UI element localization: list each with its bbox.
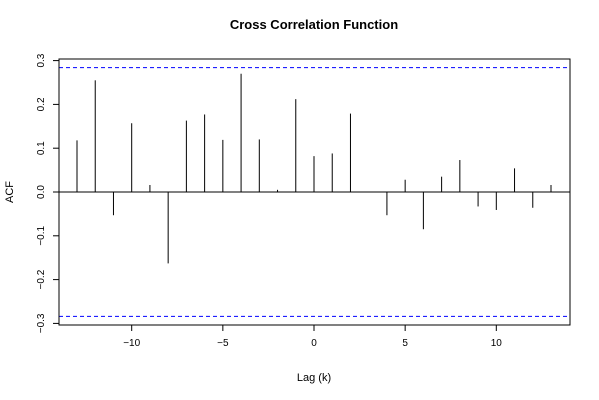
y-tick-label: −0.2 bbox=[36, 269, 47, 289]
x-axis: −10 −5 0 5 10 bbox=[123, 324, 503, 349]
y-tick-label: 0.0 bbox=[36, 185, 47, 199]
plot-marks bbox=[59, 67, 570, 317]
chart-title: Cross Correlation Function bbox=[230, 17, 398, 32]
y-tick-label: 0.1 bbox=[36, 141, 47, 155]
x-tick-label: −5 bbox=[217, 338, 229, 349]
y-tick-label: 0.2 bbox=[36, 97, 47, 111]
x-tick-label: 5 bbox=[402, 338, 408, 349]
x-tick-label: 10 bbox=[491, 338, 503, 349]
y-tick-label: −0.1 bbox=[36, 225, 47, 245]
y-axis-label: ACF bbox=[4, 181, 16, 203]
x-axis-label: Lag (k) bbox=[297, 372, 331, 384]
y-axis: −0.3 −0.2 −0.1 0.0 0.1 0.2 0.3 bbox=[36, 53, 60, 333]
y-tick-label: 0.3 bbox=[36, 53, 47, 67]
x-tick-label: −10 bbox=[123, 338, 140, 349]
x-tick-label: 0 bbox=[311, 338, 317, 349]
y-tick-label: −0.3 bbox=[36, 313, 47, 333]
